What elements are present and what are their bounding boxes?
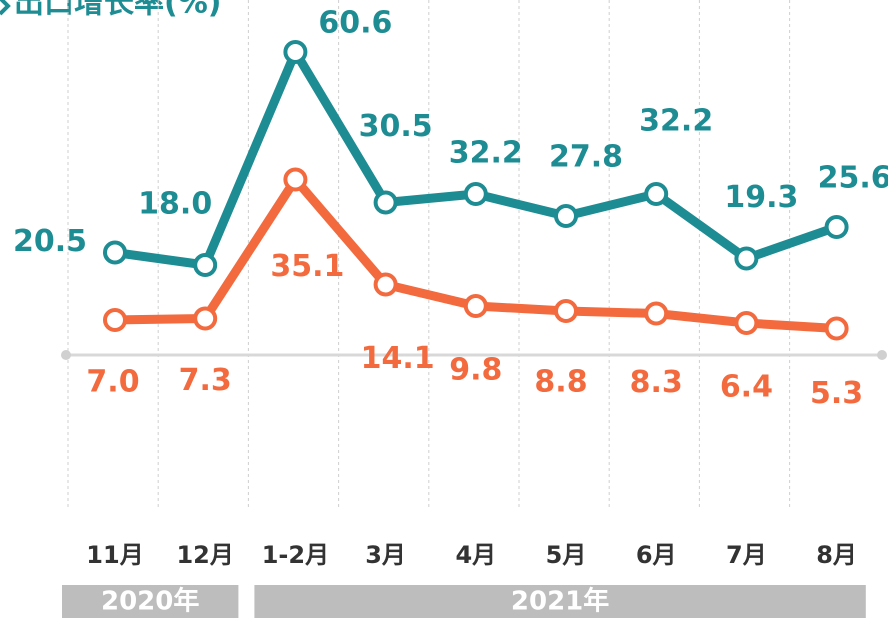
point [554,204,578,228]
point [824,316,849,341]
point [373,190,398,215]
year-band [254,585,866,618]
data-label: 14.1 [361,341,435,376]
point [734,246,759,271]
point [193,306,218,331]
point [554,299,578,323]
baseline-end [61,350,71,360]
point [463,182,488,206]
x-tick-label: 12月 [176,541,233,569]
x-tick-label: 4月 [455,541,496,569]
data-label: 5.3 [810,376,863,411]
point [734,311,759,335]
year-label: 2021年 [511,586,609,617]
title-chevron [0,0,11,16]
point [373,272,398,297]
data-label: 32.2 [639,104,713,139]
point [824,215,849,239]
data-label: 20.5 [13,224,87,259]
data-label: 9.8 [449,353,502,388]
data-label: 8.8 [534,365,587,400]
year-label: 2020年 [101,586,199,617]
x-tick-label: 1-2月 [262,541,329,569]
data-label: 7.3 [179,363,232,398]
baseline-end [877,350,887,360]
point [283,40,308,64]
data-label: 8.3 [630,365,683,400]
x-tick-label: 6月 [636,541,677,569]
data-label: 30.5 [359,109,433,144]
x-tick-label: 8月 [816,541,857,569]
x-tick-label: 11月 [86,541,143,569]
point [103,308,127,332]
point [644,182,669,206]
data-label: 32.2 [449,136,523,171]
data-label: 19.3 [724,180,798,215]
point [463,294,488,318]
x-tick-label: 7月 [726,541,767,569]
data-label: 6.4 [720,370,773,405]
x-tick-label: 5月 [546,541,587,569]
data-label: 60.6 [318,6,392,41]
point [193,253,218,277]
point [283,167,308,192]
data-label: 18.0 [138,187,212,222]
data-label: 27.8 [549,140,623,175]
x-tick-label: 3月 [365,541,406,569]
data-label: 25.6 [818,161,888,196]
point [103,240,127,265]
point [644,301,669,326]
year-band [62,585,239,618]
data-label: 7.0 [86,365,139,400]
data-label: 35.1 [270,249,344,284]
chart-title: 出口增长率(%) [14,0,221,21]
